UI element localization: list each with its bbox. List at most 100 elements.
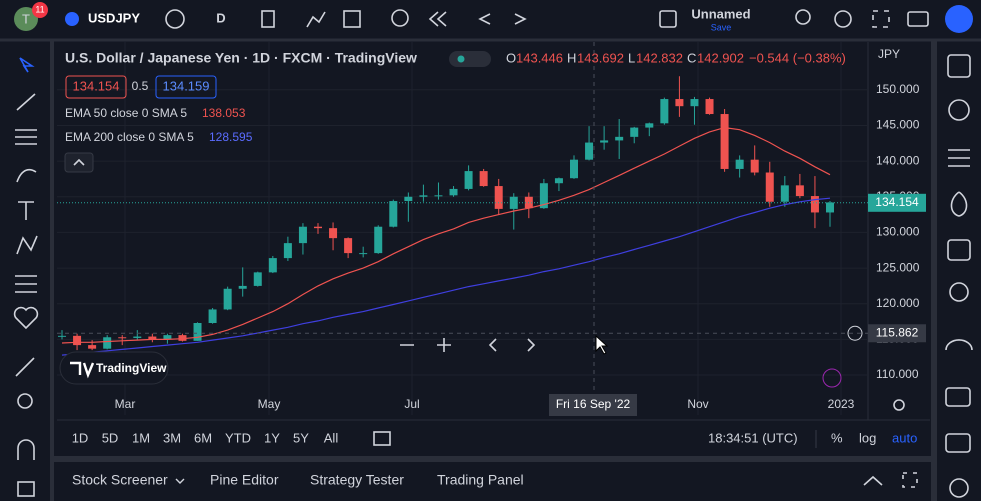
add-symbol[interactable]	[165, 9, 185, 29]
sell-price[interactable]: 134.154	[73, 78, 120, 93]
buy-price[interactable]: 134.159	[163, 78, 210, 93]
range-button[interactable]: 5Y	[293, 430, 309, 445]
trend-line-tool[interactable]	[16, 93, 36, 111]
layout-name[interactable]: Unnamed	[691, 6, 750, 21]
range-button[interactable]: 3M	[163, 430, 181, 445]
range-button[interactable]: 5D	[102, 430, 119, 445]
interval[interactable]: D	[216, 10, 225, 25]
chats[interactable]	[945, 387, 971, 407]
panel-maximize[interactable]	[902, 472, 918, 488]
auto-toggle[interactable]: auto	[892, 430, 917, 445]
prediction-tool[interactable]	[15, 275, 37, 293]
candle-body	[178, 335, 187, 341]
notifications[interactable]	[945, 433, 971, 453]
measure-tool[interactable]	[15, 357, 35, 377]
candle-body	[344, 238, 353, 254]
range-button[interactable]: 1D	[72, 430, 89, 445]
zoom-controls[interactable]	[400, 338, 536, 352]
x-tick-label: Jul	[404, 397, 419, 411]
indicators[interactable]	[306, 11, 326, 28]
layouts[interactable]	[343, 10, 361, 28]
icon-tool[interactable]	[13, 306, 39, 330]
ema200-line	[61, 197, 831, 356]
range-button[interactable]: 1Y	[264, 430, 280, 445]
calendar[interactable]	[947, 239, 971, 261]
crosshair-date-tag	[549, 394, 637, 416]
badge	[32, 2, 48, 18]
layout-box[interactable]	[659, 10, 677, 28]
avatar[interactable]	[14, 7, 38, 31]
o-label: O	[506, 50, 516, 65]
cursor-tool[interactable]	[19, 57, 35, 73]
candle-body	[298, 226, 307, 244]
pattern-tool[interactable]	[16, 235, 38, 255]
publish[interactable]	[945, 5, 973, 33]
help[interactable]	[949, 478, 969, 498]
replay[interactable]	[428, 11, 447, 27]
magnet-tool[interactable]	[17, 439, 35, 460]
candle-body	[585, 142, 594, 160]
log-toggle[interactable]: log	[859, 430, 876, 445]
streams[interactable]	[945, 339, 973, 351]
range-button[interactable]: 6M	[194, 430, 212, 445]
hotlists[interactable]	[950, 191, 968, 217]
c-value: 142.902	[697, 50, 744, 65]
panel-tab[interactable]: Trading Panel	[437, 472, 524, 488]
text-tool[interactable]	[18, 201, 34, 220]
panel-tab[interactable]: Stock Screener	[72, 472, 168, 488]
candle-body	[329, 228, 338, 239]
watermark[interactable]: TradingView	[96, 361, 167, 375]
candle-body	[73, 335, 82, 346]
date-range[interactable]	[373, 431, 391, 446]
crosshair-date-label: Fri 16 Sep '22	[556, 397, 631, 411]
flash-icon[interactable]	[822, 368, 842, 388]
percent-toggle[interactable]: %	[831, 430, 843, 445]
zoom-tool[interactable]	[17, 393, 33, 409]
range-button[interactable]: 1M	[132, 430, 150, 445]
chart-title: U.S. Dollar / Japanese Yen · 1D · FXCM ·…	[65, 50, 417, 66]
fullscreen[interactable]	[872, 10, 890, 28]
chart-type[interactable]	[261, 10, 275, 28]
candle-body	[750, 159, 759, 173]
collapse-legend[interactable]	[64, 152, 94, 173]
candle-body	[238, 285, 247, 289]
candle-body	[720, 114, 729, 169]
range-button[interactable]: YTD	[225, 430, 251, 445]
currency[interactable]: JPY	[878, 47, 900, 61]
symbol-flag	[65, 12, 79, 26]
alert[interactable]	[391, 9, 409, 27]
candle-body	[223, 288, 232, 310]
l-value: 142.832	[636, 50, 683, 65]
watermark-pill[interactable]	[59, 351, 169, 385]
sell-button[interactable]	[65, 75, 127, 99]
data-window[interactable]	[948, 149, 970, 167]
screener-dropdown[interactable]	[175, 478, 185, 484]
y-tick-label: 130.000	[876, 225, 920, 239]
candle-body	[690, 99, 699, 107]
panel-tab[interactable]: Pine Editor	[210, 472, 279, 488]
ideas[interactable]	[949, 282, 969, 302]
range-button[interactable]: All	[324, 430, 339, 445]
search[interactable]	[795, 9, 811, 25]
symbol[interactable]: USDJPY	[88, 10, 140, 25]
candle-body	[434, 195, 443, 197]
candle-body	[675, 99, 684, 107]
buy-button[interactable]	[155, 75, 217, 99]
brush-tool[interactable]	[16, 168, 37, 183]
undo[interactable]	[478, 13, 491, 25]
settings[interactable]	[834, 10, 852, 28]
snapshot[interactable]	[907, 11, 929, 27]
watchlist[interactable]	[947, 54, 971, 78]
axis-settings[interactable]	[893, 399, 905, 411]
candle-body	[208, 309, 217, 323]
y-tick-label: 125.000	[876, 260, 920, 274]
panel-toggle[interactable]	[863, 475, 883, 486]
fib-tool[interactable]	[15, 129, 37, 145]
panel-tab[interactable]: Strategy Tester	[310, 472, 404, 488]
lock-tool[interactable]	[17, 481, 35, 497]
save[interactable]: Save	[711, 22, 732, 32]
alerts[interactable]	[948, 99, 970, 121]
crosshair-add[interactable]	[847, 325, 863, 341]
x-tick-label: May	[258, 397, 281, 411]
